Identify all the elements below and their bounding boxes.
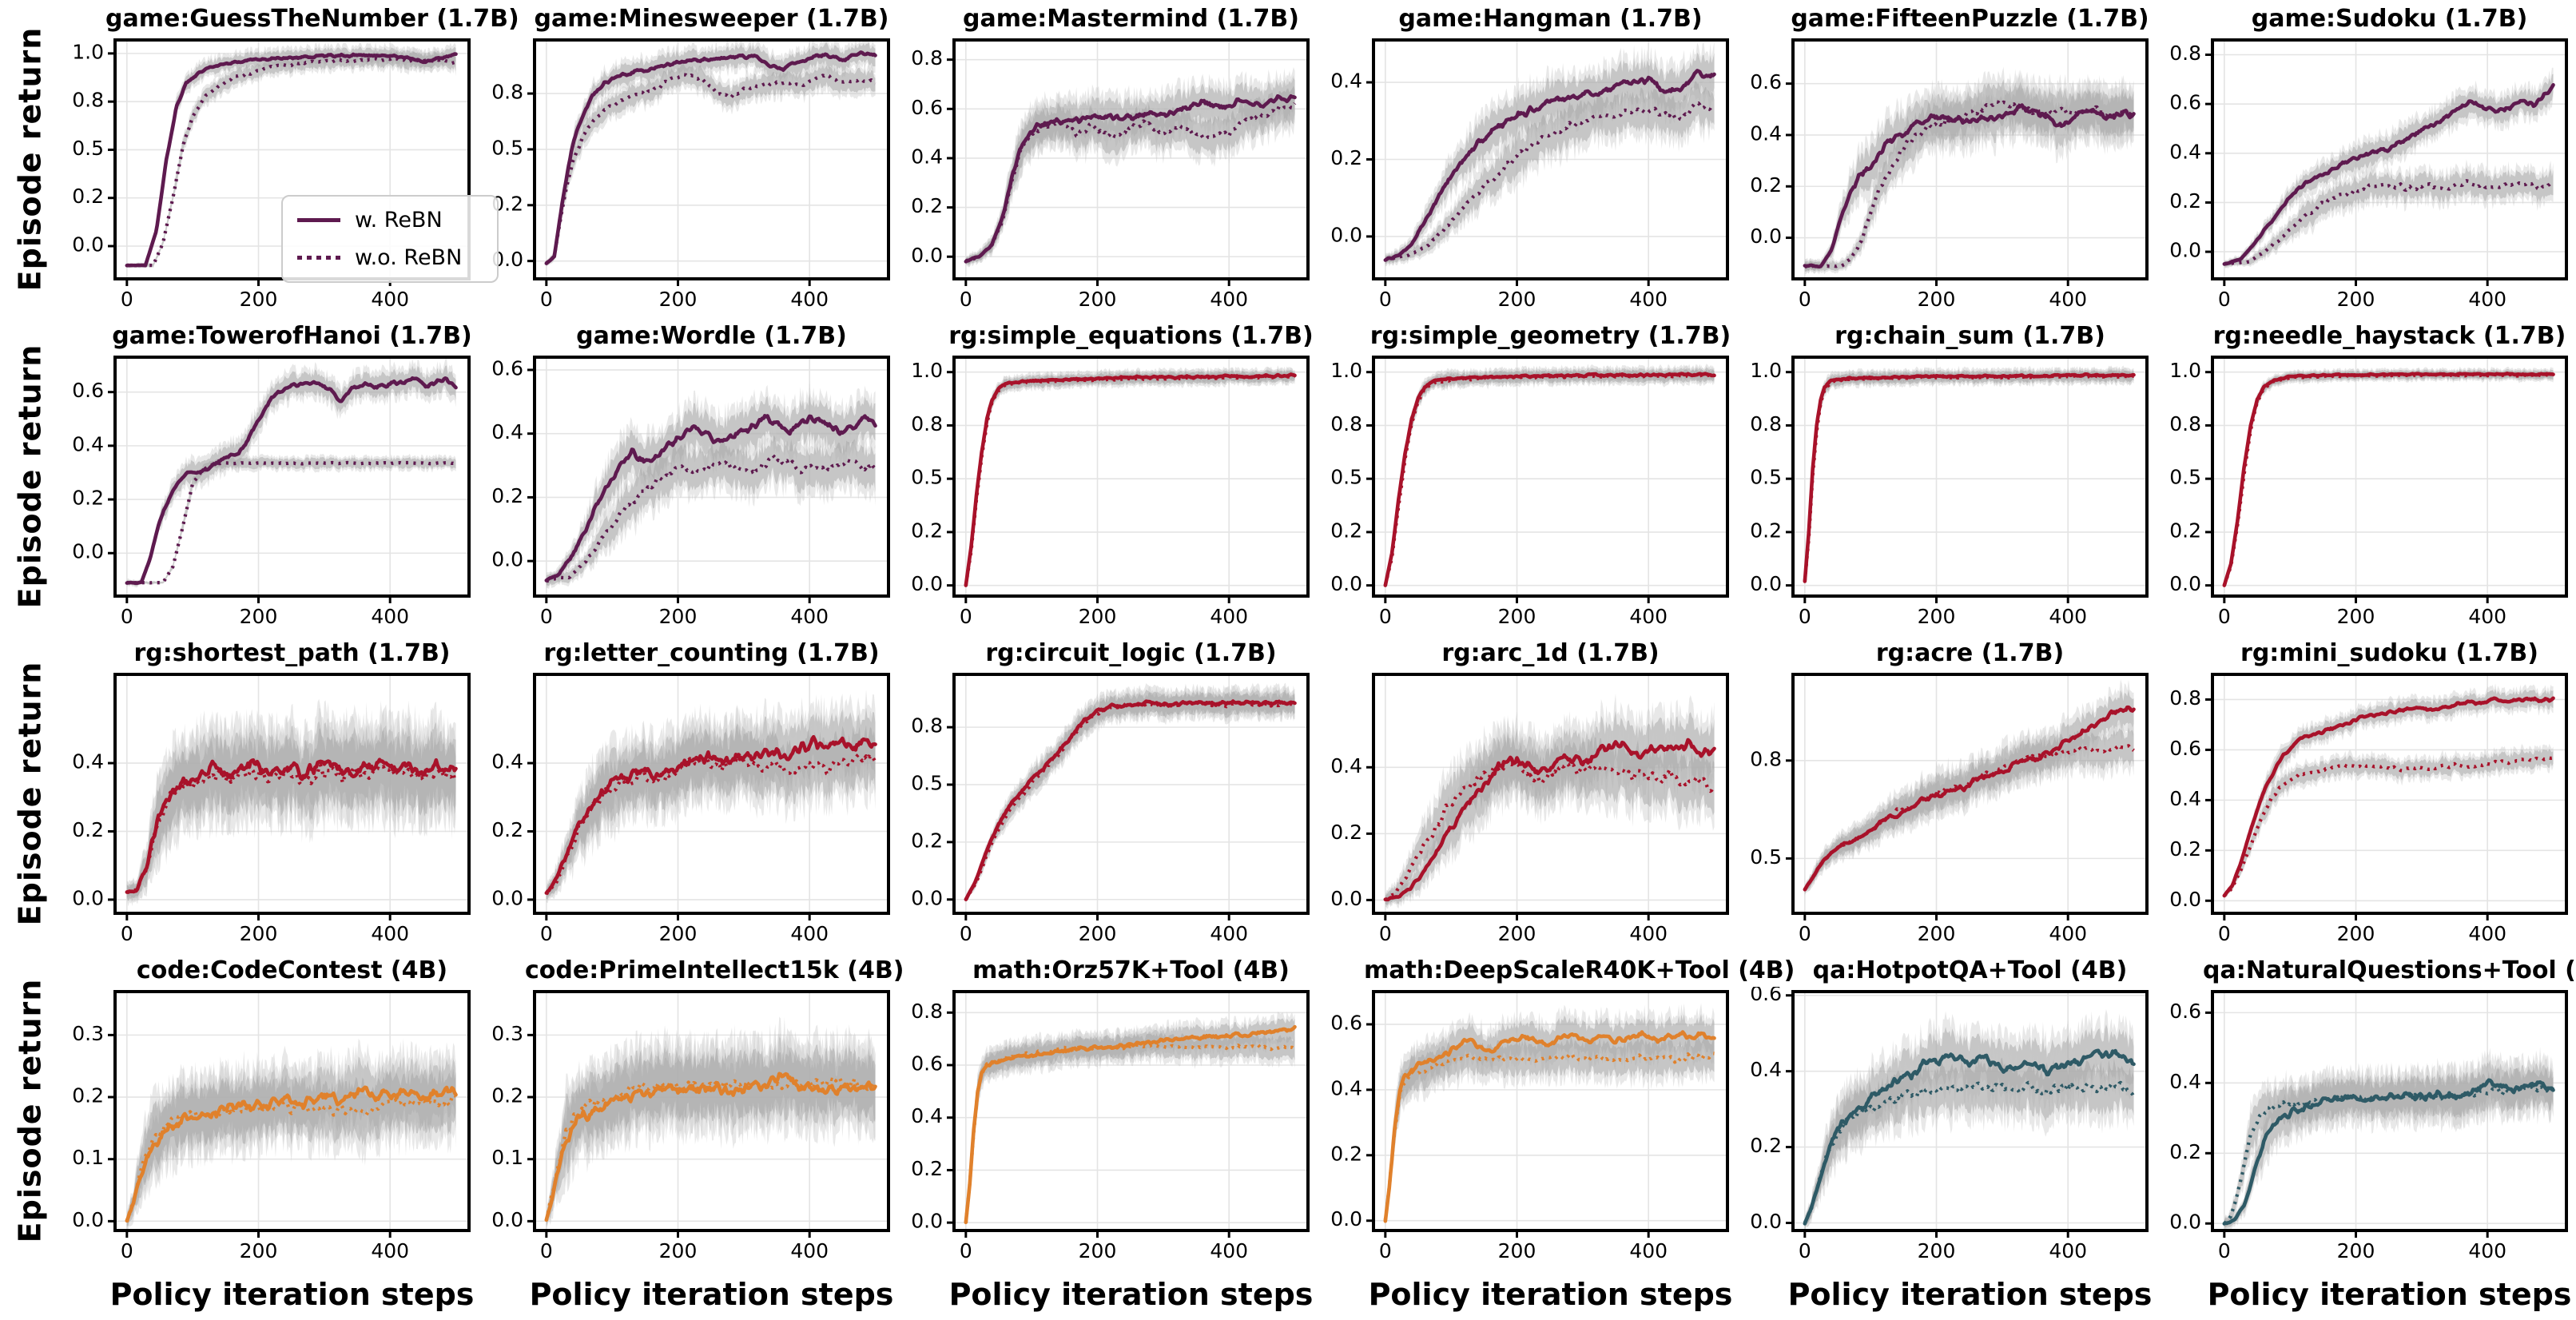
plot-canvas bbox=[2157, 35, 2576, 317]
subplot-cell: rg:mini_sudoku (1.7B) bbox=[2157, 634, 2576, 952]
legend-solid-label: w. ReBN bbox=[355, 208, 443, 233]
y-axis-label: Episode return bbox=[0, 0, 59, 317]
plot-canvas bbox=[898, 987, 1318, 1269]
x-axis-label: Policy iteration steps bbox=[948, 1277, 1314, 1312]
plot-title: rg:letter_counting (1.7B) bbox=[543, 639, 880, 667]
plot-title: game:GuessTheNumber (1.7B) bbox=[105, 5, 519, 33]
plot-canvas bbox=[2157, 352, 2576, 634]
plot-title: code:CodeContest (4B) bbox=[136, 956, 448, 984]
y-axis-label-text: Episode return bbox=[12, 978, 48, 1242]
y-axis-label: Episode return bbox=[0, 952, 59, 1269]
subplot-cell: qa:HotpotQA+Tool (4B) bbox=[1737, 952, 2157, 1269]
x-axis-label: Policy iteration steps bbox=[529, 1277, 894, 1312]
subplot-cell: game:TowerofHanoi (1.7B) bbox=[59, 317, 479, 634]
subplot-cell: game:GuessTheNumber (1.7B) w. ReBN w.o. Re… bbox=[59, 0, 519, 317]
plot-canvas bbox=[479, 352, 898, 634]
x-axis-label: Policy iteration steps bbox=[109, 1277, 475, 1312]
subplot-cell: code:PrimeIntellect15k (4B) bbox=[479, 952, 904, 1269]
subplot-cell: game:Minesweeper (1.7B) bbox=[479, 0, 898, 317]
subplot-cell: rg:letter_counting (1.7B) bbox=[479, 634, 898, 952]
subplot-cell: game:Wordle (1.7B) bbox=[479, 317, 898, 634]
subplot-cell: game:Hangman (1.7B) bbox=[1318, 0, 1737, 317]
plot-canvas bbox=[1318, 670, 1737, 952]
y-axis-label-text: Episode return bbox=[12, 344, 48, 608]
plot-canvas bbox=[1318, 987, 1737, 1269]
legend: w. ReBN w.o. ReBN bbox=[281, 195, 499, 283]
plot-title: game:Hangman (1.7B) bbox=[1398, 5, 1703, 33]
plot-canvas bbox=[59, 352, 479, 634]
plot-canvas bbox=[1318, 352, 1737, 634]
plot-title: rg:simple_equations (1.7B) bbox=[948, 322, 1314, 350]
plot-canvas bbox=[1737, 352, 2157, 634]
legend-dotted-line-icon bbox=[297, 256, 340, 260]
plot-title: code:PrimeIntellect15k (4B) bbox=[525, 956, 904, 984]
y-axis-label: Episode return bbox=[0, 317, 59, 634]
x-axis-label: Policy iteration steps bbox=[2207, 1277, 2572, 1312]
plot-canvas bbox=[1737, 987, 2157, 1269]
legend-solid-line-icon bbox=[297, 218, 340, 222]
plot-title: game:Sudoku (1.7B) bbox=[2251, 5, 2528, 33]
plot-title: qa:HotpotQA+Tool (4B) bbox=[1812, 956, 2128, 984]
subplot-cell: rg:shortest_path (1.7B) bbox=[59, 634, 479, 952]
plot-title: qa:NaturalQuestions+Tool (4B) bbox=[2203, 956, 2576, 984]
subplot-cell: game:Sudoku (1.7B) bbox=[2157, 0, 2576, 317]
plot-title: game:Wordle (1.7B) bbox=[576, 322, 847, 350]
plot-canvas bbox=[1737, 35, 2157, 317]
subplot-cell: rg:simple_equations (1.7B) bbox=[898, 317, 1318, 634]
plot-title: rg:acre (1.7B) bbox=[1875, 639, 2065, 667]
plot-canvas bbox=[898, 670, 1318, 952]
subplot-cell: rg:acre (1.7B) bbox=[1737, 634, 2157, 952]
y-axis-label-text: Episode return bbox=[12, 661, 48, 925]
plot-title: game:FifteenPuzzle (1.7B) bbox=[1791, 5, 2149, 33]
x-axis-label: Policy iteration steps bbox=[1368, 1277, 1733, 1312]
corner-spacer bbox=[0, 1269, 59, 1320]
plot-canvas bbox=[59, 987, 479, 1269]
plot-canvas bbox=[1318, 35, 1737, 317]
plot-title: rg:needle_haystack (1.7B) bbox=[2212, 322, 2566, 350]
y-axis-label: Episode return bbox=[0, 634, 59, 952]
plot-title: rg:arc_1d (1.7B) bbox=[1441, 639, 1660, 667]
subplot-cell: game:Mastermind (1.7B) bbox=[898, 0, 1318, 317]
y-axis-label-text: Episode return bbox=[12, 26, 48, 291]
legend-dotted-label: w.o. ReBN bbox=[355, 245, 463, 270]
plot-canvas bbox=[898, 352, 1318, 634]
plot-title: math:DeepScaleR40K+Tool (4B) bbox=[1364, 956, 1795, 984]
plot-canvas bbox=[479, 35, 898, 317]
plot-title: game:TowerofHanoi (1.7B) bbox=[112, 322, 472, 350]
subplot-cell: game:FifteenPuzzle (1.7B) bbox=[1737, 0, 2157, 317]
subplot-cell: rg:chain_sum (1.7B) bbox=[1737, 317, 2157, 634]
plot-canvas bbox=[59, 670, 479, 952]
x-axis-label: Policy iteration steps bbox=[1787, 1277, 2153, 1312]
legend-row: w.o. ReBN bbox=[297, 245, 483, 270]
subplot-cell: qa:NaturalQuestions+Tool (4B) bbox=[2157, 952, 2576, 1269]
plot-title: game:Minesweeper (1.7B) bbox=[534, 5, 889, 33]
subplot-cell: math:Orz57K+Tool (4B) bbox=[898, 952, 1318, 1269]
legend-row: w. ReBN bbox=[297, 208, 483, 233]
plot-title: rg:shortest_path (1.7B) bbox=[133, 639, 451, 667]
plot-title: rg:circuit_logic (1.7B) bbox=[985, 639, 1277, 667]
plot-canvas bbox=[479, 670, 898, 952]
subplot-cell: rg:needle_haystack (1.7B) bbox=[2157, 317, 2576, 634]
subplot-cell: rg:arc_1d (1.7B) bbox=[1318, 634, 1737, 952]
plot-canvas bbox=[2157, 670, 2576, 952]
subplot-cell: rg:circuit_logic (1.7B) bbox=[898, 634, 1318, 952]
plot-title: rg:mini_sudoku (1.7B) bbox=[2240, 639, 2538, 667]
plot-title: rg:simple_geometry (1.7B) bbox=[1369, 322, 1731, 350]
plot-title: rg:chain_sum (1.7B) bbox=[1835, 322, 2105, 350]
subplot-cell: math:DeepScaleR40K+Tool (4B) bbox=[1318, 952, 1795, 1269]
subplot-cell: rg:simple_geometry (1.7B) bbox=[1318, 317, 1737, 634]
plot-title: math:Orz57K+Tool (4B) bbox=[972, 956, 1290, 984]
plot-canvas bbox=[479, 987, 898, 1269]
plot-title: game:Mastermind (1.7B) bbox=[962, 5, 1299, 33]
subplot-cell: code:CodeContest (4B) bbox=[59, 952, 479, 1269]
plot-canvas bbox=[2157, 987, 2576, 1269]
plot-canvas bbox=[898, 35, 1318, 317]
plot-canvas bbox=[1737, 670, 2157, 952]
